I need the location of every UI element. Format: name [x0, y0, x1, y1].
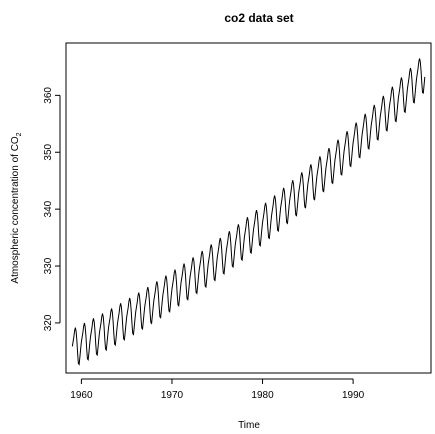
x-axis-label: Time	[238, 420, 260, 431]
co2-series-line	[71, 58, 426, 366]
x-tick-label: 1960	[70, 390, 93, 401]
plot-frame	[65, 42, 432, 374]
chart-title: co2 data set	[224, 11, 293, 25]
x-tick-label: 1990	[342, 390, 365, 401]
x-tick-label: 1980	[251, 390, 274, 401]
y-tick-label: 350	[43, 143, 54, 160]
y-tick-label: 320	[43, 314, 54, 331]
x-tick-label: 1970	[161, 390, 184, 401]
y-axis-label-subscript: 2	[16, 132, 23, 136]
y-tick-label: 330	[43, 257, 54, 274]
y-axis-label: Atmospheric concentration of CO2	[10, 132, 23, 283]
y-axis-label-text: Atmospheric concentration of CO	[10, 136, 21, 284]
y-tick-label: 360	[43, 87, 54, 104]
y-axis: 320 330 340 350 360	[43, 87, 61, 331]
y-tick-label: 340	[43, 200, 54, 217]
x-axis: 1960 1970 1980 1990	[70, 378, 365, 401]
